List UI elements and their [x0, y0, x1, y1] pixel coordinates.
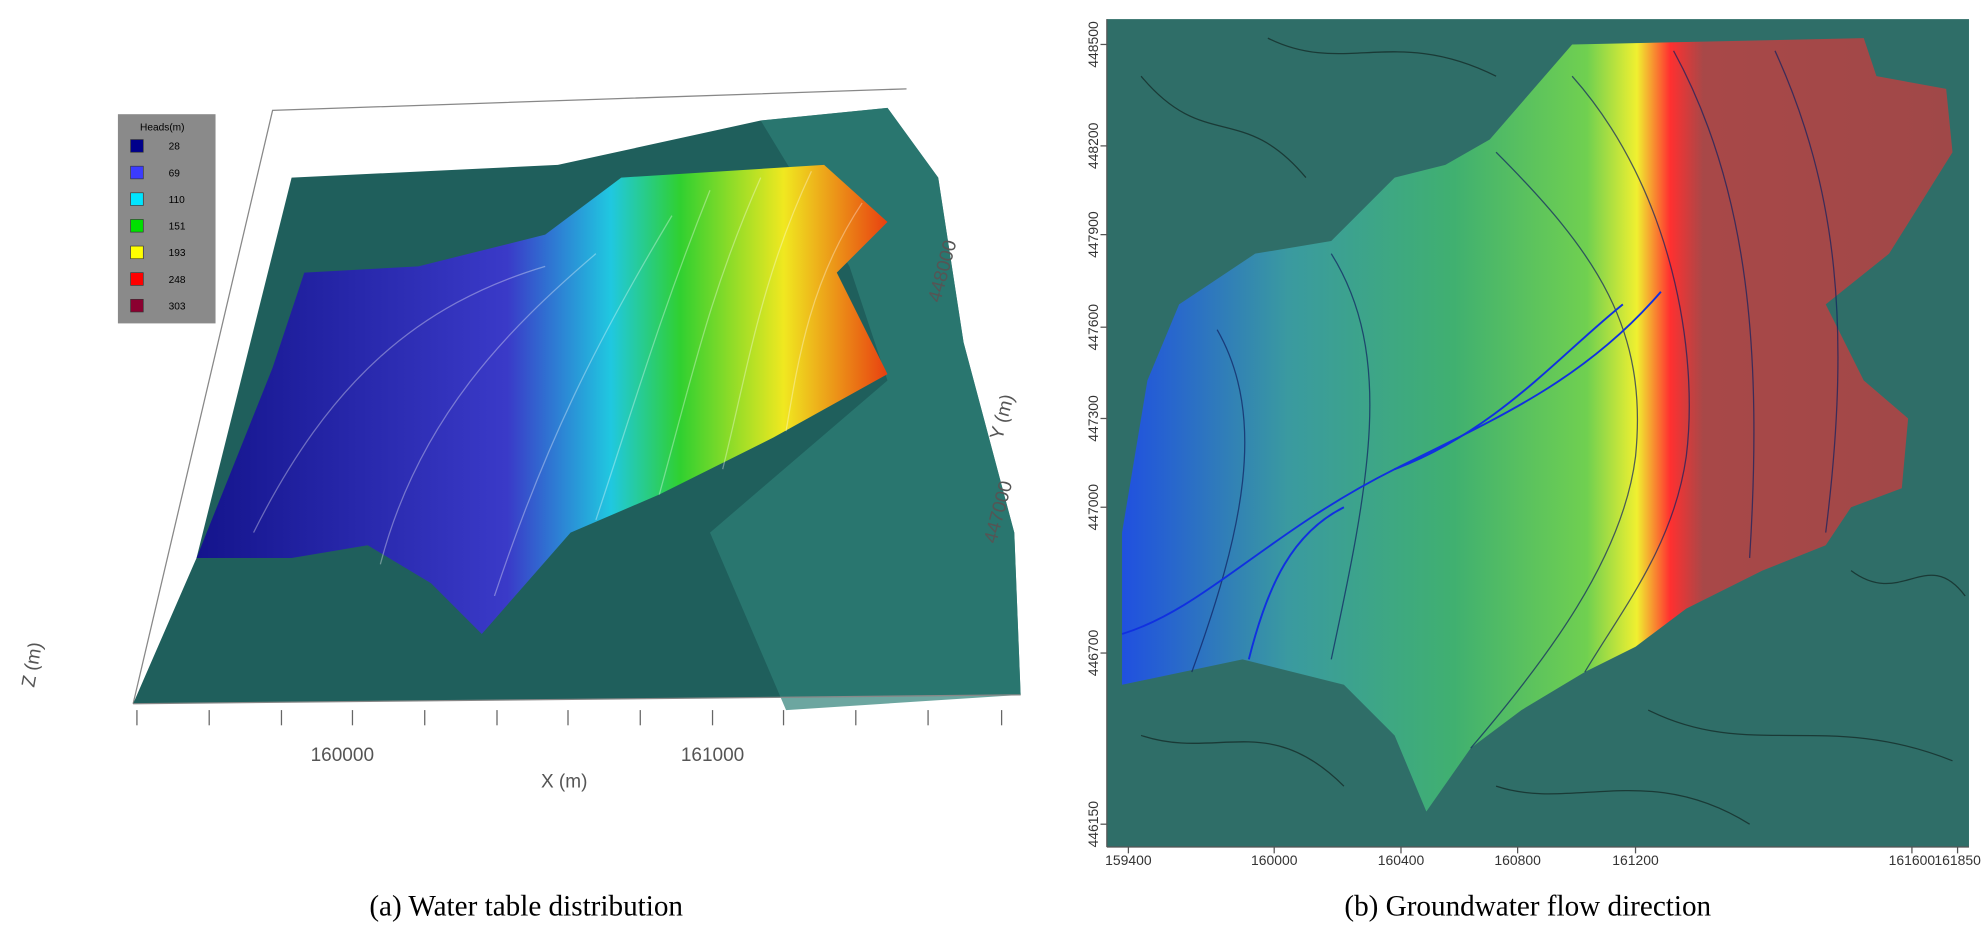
y-tick-label: 447900 [1085, 211, 1101, 258]
legend-label: 151 [169, 222, 186, 233]
legend-swatch [130, 165, 144, 180]
panel-a: 160000 161000 X (m) Y (m) 447000 448000 … [18, 88, 1021, 922]
y-ticks: 448500 448200 447900 447600 447300 447000 4467… [1085, 21, 1107, 847]
y-tick-label: 446150 [1085, 801, 1101, 848]
x-tick-label: 159400 [1105, 852, 1152, 868]
legend-swatch [130, 139, 144, 153]
x-tick-label: 161000 [681, 745, 744, 766]
head-field [1122, 38, 1953, 812]
x-tick-label: 161600 [1889, 852, 1936, 868]
legend-swatch [130, 192, 144, 206]
legend: Heads(m) 28 69 110 151 193 248 303 [117, 114, 216, 324]
y-tick-label: 448500 [1085, 21, 1101, 68]
axis-line [133, 694, 1021, 705]
x-tick-label: 160000 [311, 745, 374, 766]
legend-swatch [130, 245, 144, 260]
legend-label: 69 [169, 168, 181, 179]
caption: (a) Water table distribution [369, 890, 683, 922]
x-ticks [136, 710, 1003, 726]
legend-label: 303 [169, 301, 186, 312]
legend-label: 193 [169, 248, 186, 259]
legend-swatch [130, 219, 144, 233]
x-axis-label: X (m) [541, 771, 587, 792]
terrain-contours [1140, 37, 1966, 825]
contours [253, 170, 863, 597]
z-axis-label: Z (m) [18, 641, 47, 689]
legend-label: 110 [169, 195, 186, 206]
head-contours [1191, 50, 1839, 749]
x-ticks: 159400 160000 160400 160800 161200 161600 1618… [1105, 847, 1981, 868]
streams [1121, 291, 1662, 660]
terrain-ridge [710, 107, 1021, 711]
panel-b: 448500 448200 447900 447600 447300 447000 4467… [1085, 19, 1981, 922]
x-tick-label: 160000 [1251, 852, 1298, 868]
water-table-surface [196, 164, 888, 635]
y-tick-label: 447000 [1085, 484, 1101, 531]
x-tick-label: 160800 [1494, 852, 1541, 868]
x-tick-label: 161850 [1934, 852, 1981, 868]
x-tick-label: 160400 [1378, 852, 1425, 868]
legend-swatch [130, 298, 144, 313]
legend-title: Heads(m) [140, 123, 184, 134]
caption: (b) Groundwater flow direction [1344, 890, 1711, 922]
legend-label: 248 [169, 275, 186, 286]
y-axis-label: Y (m) [987, 392, 1019, 442]
legend-swatch [130, 272, 144, 286]
y-tick-label: 448200 [1085, 122, 1101, 169]
x-tick-label: 161200 [1612, 852, 1659, 868]
y-tick-label: 447600 [1085, 304, 1101, 351]
box-frame [132, 88, 907, 704]
legend-label: 28 [169, 142, 181, 153]
y-tick-label: 446700 [1085, 630, 1101, 677]
y-tick-label: 447300 [1085, 395, 1101, 442]
